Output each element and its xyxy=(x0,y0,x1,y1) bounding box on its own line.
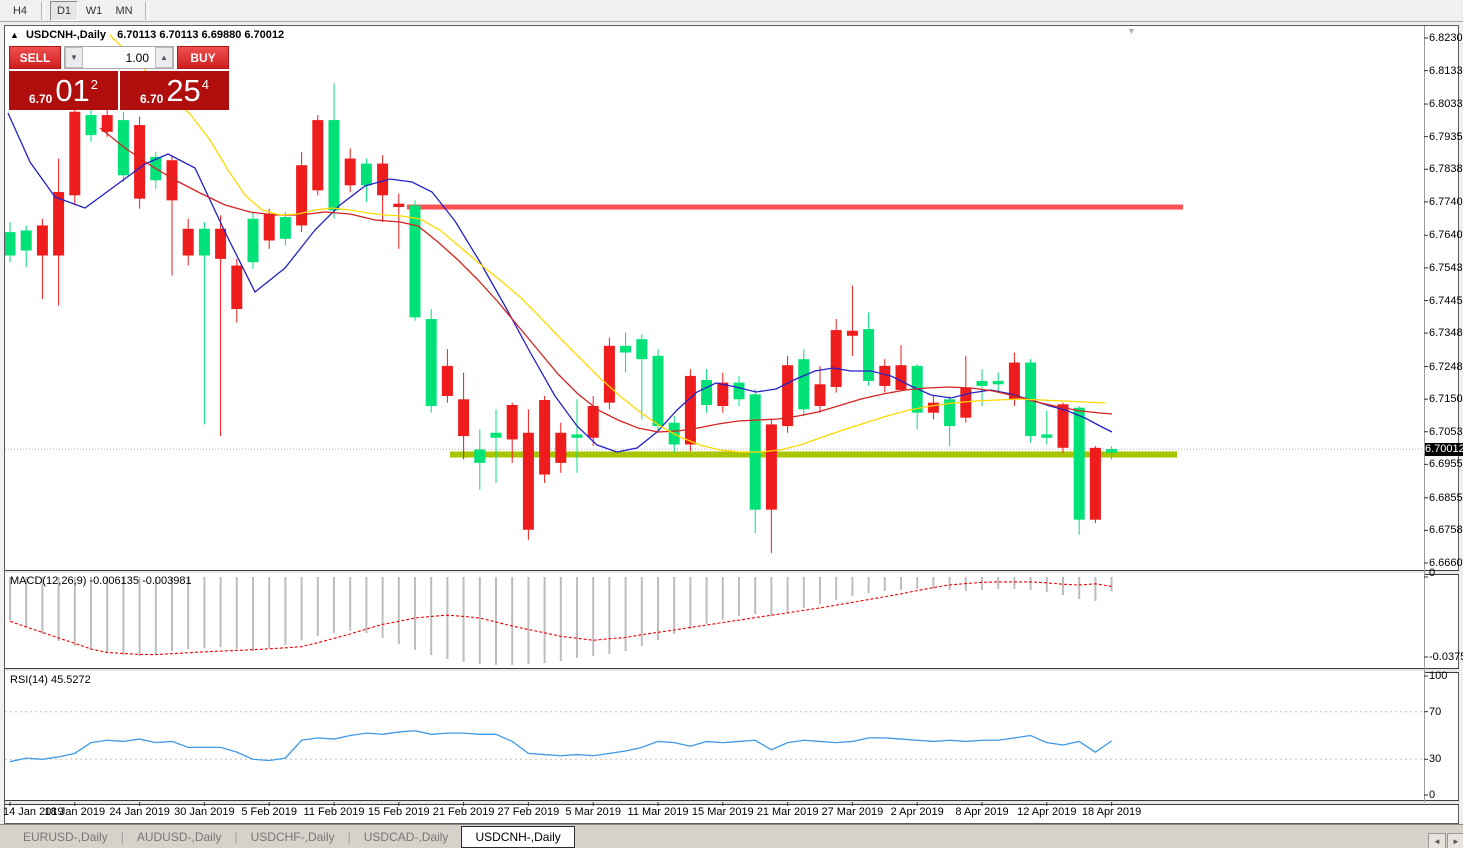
one-click-trade-panel: SELL ▼ ▲ BUY 6.70 01 2 6.70 25 4 xyxy=(9,46,229,110)
price-tick-label: 6.79355 xyxy=(1429,130,1463,143)
rsi-tick-label: 100 xyxy=(1429,670,1448,682)
date-label: 11 Mar 2019 xyxy=(627,806,689,818)
date-label: 11 Feb 2019 xyxy=(303,806,365,818)
date-label: 21 Feb 2019 xyxy=(432,806,495,818)
toolbar-separator xyxy=(41,1,45,20)
panel-splitter[interactable] xyxy=(5,800,1459,805)
date-label: 24 Jan 2019 xyxy=(109,806,170,818)
collapse-panel-icon[interactable]: ▲ xyxy=(10,30,19,40)
date-label: 5 Mar 2019 xyxy=(565,806,622,818)
price-tick-label: 6.81330 xyxy=(1429,64,1463,77)
symbol-tab-strip: EURUSD-,Daily | AUDUSD-,Daily | USDCHF-,Dail… xyxy=(0,824,1463,848)
tab-separator: | xyxy=(120,829,124,844)
timeframe-button-h4[interactable]: H4 xyxy=(12,4,28,17)
volume-spinner: ▼ ▲ xyxy=(64,46,174,69)
price-tick-label: 6.74455 xyxy=(1429,294,1463,307)
scroll-left-icon[interactable]: ◄ xyxy=(1428,833,1446,848)
price-tick-label: 6.69555 xyxy=(1429,458,1463,471)
price-tick-label: 6.77405 xyxy=(1429,195,1463,208)
chart-title: ▲ USDCNH-,Daily 6.70113 6.70113 6.69880 … xyxy=(10,29,284,41)
price-tick-label: 6.72480 xyxy=(1429,360,1463,373)
timeframe-button-d1[interactable]: D1 xyxy=(50,0,78,21)
price-tick-label: 6.67580 xyxy=(1429,524,1463,537)
date-label: 18 Apr 2019 xyxy=(1081,806,1142,818)
volume-decrease-button[interactable]: ▼ xyxy=(65,47,83,68)
sell-price-big: 01 xyxy=(55,73,90,108)
buy-price-big: 25 xyxy=(166,73,201,108)
tab-separator: | xyxy=(234,829,238,844)
rsi-tick-label: 70 xyxy=(1429,705,1442,718)
date-label: 27 Feb 2019 xyxy=(497,806,560,818)
macd-label: MACD(12,26,9) -0.006135 -0.003981 xyxy=(10,575,192,587)
date-label: 15 Feb 2019 xyxy=(367,806,430,818)
price-tick-label: 6.76405 xyxy=(1429,229,1463,242)
symbol-tab-usdcnh[interactable]: USDCNH-,Daily xyxy=(461,825,575,848)
price-tick-label: 6.68555 xyxy=(1429,491,1463,504)
rsi-label: RSI(14) 45.5272 xyxy=(10,674,91,686)
symbol-tab-usdcad[interactable]: USDCAD-,Daily xyxy=(363,829,449,844)
sell-button[interactable]: SELL xyxy=(9,46,61,69)
sell-price-tile[interactable]: 6.70 01 2 xyxy=(9,71,118,110)
date-label: 27 Mar 2019 xyxy=(821,806,884,818)
toolbar-separator xyxy=(145,1,149,20)
date-label: 2 Apr 2019 xyxy=(890,806,944,818)
timeframe-toolbar: H4 D1 W1 MN xyxy=(0,0,1463,22)
macd-panel[interactable] xyxy=(5,573,1424,668)
buy-price-pip: 4 xyxy=(201,77,210,92)
date-label: 18 Jan 2019 xyxy=(44,806,106,818)
scroll-marker-icon: ▼ xyxy=(1127,26,1136,36)
macd-scale-top: 0 xyxy=(1429,567,1436,579)
date-label: 12 Apr 2019 xyxy=(1017,806,1077,818)
date-label: 30 Jan 2019 xyxy=(174,806,235,818)
date-label: 21 Mar 2019 xyxy=(756,806,819,818)
symbol-tab-usdchf[interactable]: USDCHF-,Daily xyxy=(250,829,335,844)
timeframe-button-mn[interactable]: MN xyxy=(115,4,133,17)
price-tick-label: 6.71505 xyxy=(1429,393,1463,406)
macd-scale-bottom: -0.037525 xyxy=(1429,651,1463,663)
price-tick-label: 6.73480 xyxy=(1429,327,1463,340)
rsi-tick-label: 30 xyxy=(1429,753,1442,766)
rsi-tick-label: 0 xyxy=(1429,789,1436,801)
date-label: 8 Apr 2019 xyxy=(955,806,1009,818)
price-tick-label: 6.70530 xyxy=(1429,425,1463,438)
date-label: 15 Mar 2019 xyxy=(691,806,754,818)
volume-input[interactable] xyxy=(83,47,155,68)
price-tick-label: 6.80330 xyxy=(1429,98,1463,111)
symbol-title: USDCNH-,Daily xyxy=(25,29,107,41)
buy-button[interactable]: BUY xyxy=(177,46,229,69)
ohlc-values: 6.70113 6.70113 6.69880 6.70012 xyxy=(117,29,285,41)
rsi-panel[interactable] xyxy=(5,671,1424,800)
sell-price-base: 6.70 xyxy=(28,92,53,106)
volume-increase-button[interactable]: ▲ xyxy=(155,47,173,68)
price-scale-border xyxy=(1424,26,1425,802)
tab-separator: | xyxy=(347,829,351,844)
symbol-tab-audusd[interactable]: AUDUSD-,Daily xyxy=(136,829,222,844)
date-label: 14 Jan 2019 xyxy=(3,806,64,818)
price-tick-label: 6.82305 xyxy=(1429,32,1463,44)
tab-scrollbar: ◄ ► xyxy=(1427,833,1463,848)
price-tick-label: 6.66605 xyxy=(1429,557,1463,569)
date-label: 5 Feb 2019 xyxy=(241,806,298,818)
scroll-right-icon[interactable]: ► xyxy=(1447,833,1463,848)
current-price-tag: 6.70012 xyxy=(1425,443,1463,456)
price-tick-label: 6.78380 xyxy=(1429,163,1463,176)
buy-price-base: 6.70 xyxy=(139,92,164,106)
symbol-tab-eurusd[interactable]: EURUSD-,Daily xyxy=(23,829,108,844)
buy-price-tile[interactable]: 6.70 25 4 xyxy=(120,71,229,110)
sell-price-pip: 2 xyxy=(90,77,99,92)
timeframe-button-w1[interactable]: W1 xyxy=(85,4,103,17)
price-tick-label: 6.75430 xyxy=(1429,261,1463,274)
